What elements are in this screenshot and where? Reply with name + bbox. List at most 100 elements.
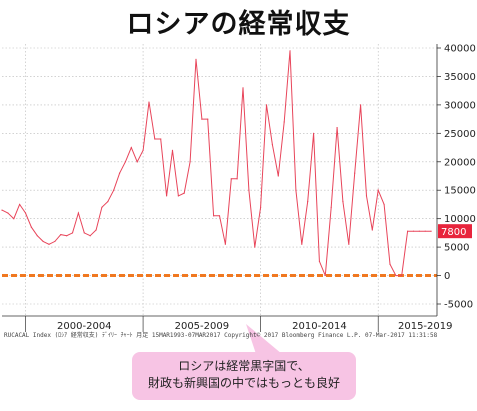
data-point xyxy=(42,240,44,243)
data-point xyxy=(277,175,279,177)
data-point xyxy=(165,195,168,197)
data-point xyxy=(124,161,127,163)
callout: ロシアは経常黒字国で、 財政も新興国の中ではもっとも良好 xyxy=(132,352,356,400)
data-point xyxy=(24,212,27,214)
data-point xyxy=(283,121,285,123)
data-point xyxy=(101,206,103,208)
y-tick-label: 35000 xyxy=(444,72,476,83)
data-point xyxy=(389,263,391,265)
callout-text: ロシアは経常黒字国で、 財政も新興国の中ではもっとも良好 xyxy=(132,358,356,392)
bloomberg-footer: RUCACAL Index (ﾛｼｱ 経常収支) ﾃﾞｲﾘｰ ﾁｬｰﾄ 月足 1… xyxy=(4,332,438,339)
data-point xyxy=(395,274,397,277)
x-tick-label: 2015-2019 xyxy=(398,321,453,332)
data-point xyxy=(260,206,262,208)
x-axis: 2000-2004 2005-2009 2010-2014 2015-2019 xyxy=(2,315,453,332)
y-tick-label: -5000 xyxy=(444,300,473,311)
data-point xyxy=(48,243,50,245)
data-point xyxy=(77,212,80,214)
data-point xyxy=(342,201,344,203)
x-tick-label: 2000-2004 xyxy=(57,321,112,332)
data-point xyxy=(242,87,244,89)
data-point xyxy=(265,104,268,106)
series-line xyxy=(1,50,432,277)
data-point xyxy=(171,149,174,151)
data-point xyxy=(271,144,274,146)
y-tick-label: 30000 xyxy=(444,100,476,111)
callout-pointer-layer xyxy=(246,324,282,354)
data-point xyxy=(189,161,191,163)
data-point xyxy=(359,104,362,106)
callout-box xyxy=(132,352,356,400)
data-point xyxy=(377,189,379,191)
data-point xyxy=(424,230,426,232)
data-point xyxy=(383,203,385,206)
data-point xyxy=(30,226,32,228)
data-point xyxy=(60,233,62,236)
data-point xyxy=(183,192,185,194)
data-point xyxy=(177,195,179,197)
y-tick-label: 0 xyxy=(444,271,450,282)
data-point xyxy=(107,201,109,203)
data-point xyxy=(354,172,356,174)
y-tick-label: 15000 xyxy=(444,186,476,197)
data-point xyxy=(142,149,144,151)
data-point xyxy=(154,138,156,140)
data-point xyxy=(407,230,409,232)
data-point xyxy=(318,260,321,262)
data-point xyxy=(95,229,97,231)
y-tick-label: 5000 xyxy=(444,243,469,254)
data-point xyxy=(1,209,3,211)
callout-line-1: ロシアは経常黒字国で、 xyxy=(178,359,310,373)
data-point xyxy=(236,178,238,180)
data-point xyxy=(324,274,326,277)
data-point xyxy=(71,232,74,234)
y-tick-label: 25000 xyxy=(444,129,476,140)
data-point xyxy=(301,243,303,245)
data-point xyxy=(307,201,309,203)
data-point xyxy=(348,243,350,245)
series-layer xyxy=(1,50,432,277)
callout-line-2: 財政も新興国の中ではもっとも良好 xyxy=(147,376,340,390)
chart-title: ロシアの経常収支 xyxy=(126,9,351,40)
data-point xyxy=(201,118,203,120)
data-point xyxy=(66,235,68,237)
data-point xyxy=(412,230,415,232)
data-point xyxy=(371,229,373,231)
x-tick-label: 2010-2014 xyxy=(292,321,347,332)
data-point xyxy=(295,189,297,191)
data-point xyxy=(83,232,85,234)
data-point xyxy=(207,118,209,120)
data-point xyxy=(312,132,315,134)
y-axis: -5000 0 5000 10000 15000 20000 25000 30000 35000… xyxy=(436,44,476,316)
data-point xyxy=(118,172,121,174)
last-value-label: 7800 xyxy=(441,227,466,238)
data-point xyxy=(224,243,226,245)
data-point xyxy=(365,195,368,197)
data-point xyxy=(289,50,291,52)
data-point xyxy=(36,235,38,237)
data-point xyxy=(13,218,15,220)
data-point xyxy=(336,127,338,129)
data-point xyxy=(7,212,9,214)
data-point xyxy=(130,146,132,149)
last-value-badge xyxy=(438,224,472,239)
x-tick-label: 2005-2009 xyxy=(175,321,230,332)
data-point xyxy=(195,58,197,60)
data-point xyxy=(218,215,221,217)
data-point xyxy=(230,178,232,180)
data-point xyxy=(248,189,250,191)
data-point xyxy=(330,206,332,208)
y-tick-label: 10000 xyxy=(444,214,476,225)
data-point xyxy=(136,161,138,163)
data-point xyxy=(148,101,150,103)
y-tick-label: 20000 xyxy=(444,157,476,168)
data-point xyxy=(113,189,115,191)
data-point xyxy=(418,230,420,232)
data-point xyxy=(401,274,403,277)
data-point xyxy=(89,235,91,237)
data-point xyxy=(213,215,215,217)
data-point xyxy=(54,240,56,243)
data-point xyxy=(430,230,432,232)
callout-pointer xyxy=(246,324,282,354)
